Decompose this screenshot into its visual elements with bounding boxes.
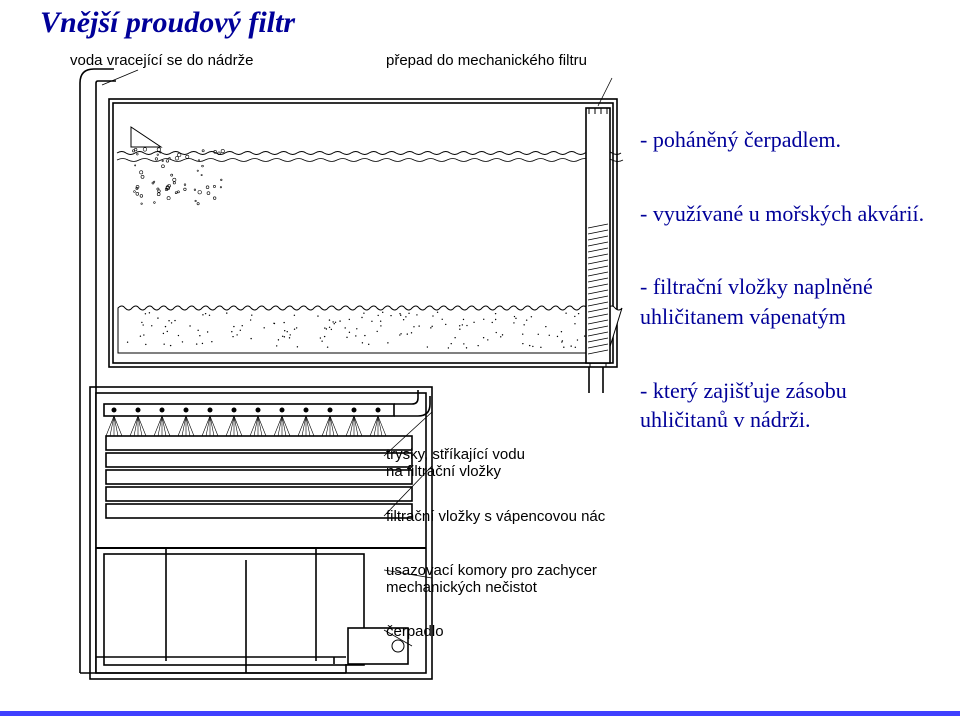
diagram-svg — [18, 48, 628, 698]
filter-diagram: voda vracející se do nádrže přepad do me… — [18, 48, 628, 698]
bullet-1: - poháněný čerpadlem. — [640, 125, 940, 155]
bullet-3: - filtrační vložky naplněné uhličitanem … — [640, 272, 940, 331]
caption-overflow: přepad do mechanického filtru — [386, 52, 587, 69]
caption-return-water: voda vracející se do nádrže — [70, 52, 253, 69]
caption-pump: čerpadlo — [386, 623, 444, 640]
page-title: Vnější proudový filtr — [40, 6, 295, 40]
caption-jets: trysky, stříkající vodu na filtrační vlo… — [386, 446, 525, 480]
bullet-2: - využívané u mořských akvárií. — [640, 199, 940, 229]
description-bullets: - poháněný čerpadlem. - využívané u mořs… — [640, 125, 940, 479]
caption-inserts: filtrační vložky s vápencovou nác — [386, 508, 605, 525]
bullet-4: - který zajišťuje zásobu uhličitanů v ná… — [640, 376, 940, 435]
caption-chambers: usazovací komory pro zachycer mechanický… — [386, 562, 597, 596]
slide: Vnější proudový filtr voda vracející se … — [0, 0, 960, 716]
